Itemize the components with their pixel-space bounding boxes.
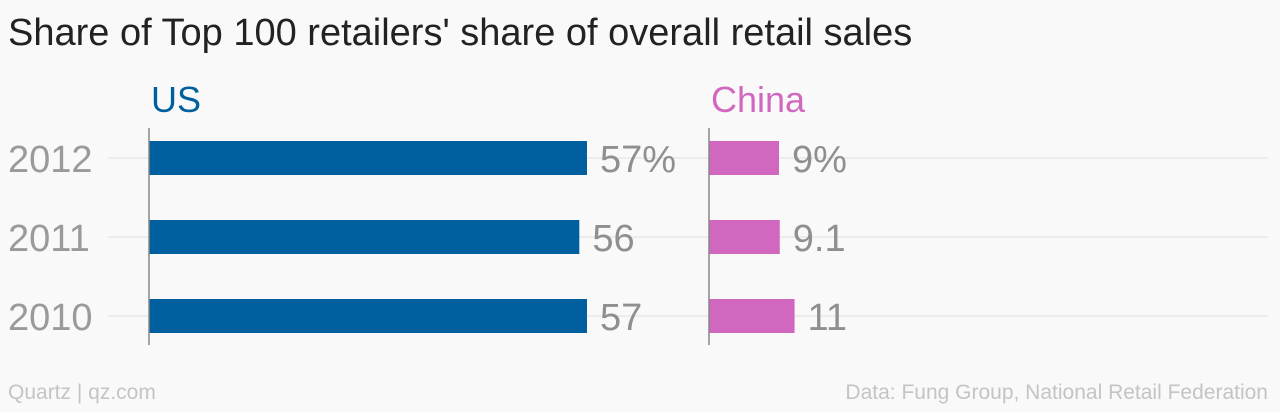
bar-china-2010 [709, 299, 795, 333]
series-label-china: China [711, 79, 806, 120]
value-label-china-2012: 9% [792, 139, 847, 181]
value-label-us-2010: 57 [600, 297, 642, 339]
value-label-china-2011: 9.1 [793, 218, 846, 260]
value-label-us-2012: 57% [600, 139, 676, 181]
bar-us-2011 [149, 220, 580, 254]
bar-china-2012 [709, 141, 779, 175]
chart-title: Share of Top 100 retailers' share of ove… [8, 12, 913, 54]
footer-source: Data: Fung Group, National Retail Federa… [845, 381, 1268, 404]
category-label-2011: 2011 [8, 218, 90, 260]
bar-china-2011 [709, 220, 780, 254]
value-label-china-2010: 11 [808, 297, 847, 339]
value-label-us-2011: 56 [592, 218, 634, 260]
footer-credit: Quartz | qz.com [8, 381, 156, 404]
category-label-2010: 2010 [8, 297, 93, 339]
bar-us-2012 [149, 141, 587, 175]
category-label-2012: 2012 [8, 139, 93, 181]
bar-us-2010 [149, 299, 587, 333]
series-label-us: US [151, 79, 201, 120]
